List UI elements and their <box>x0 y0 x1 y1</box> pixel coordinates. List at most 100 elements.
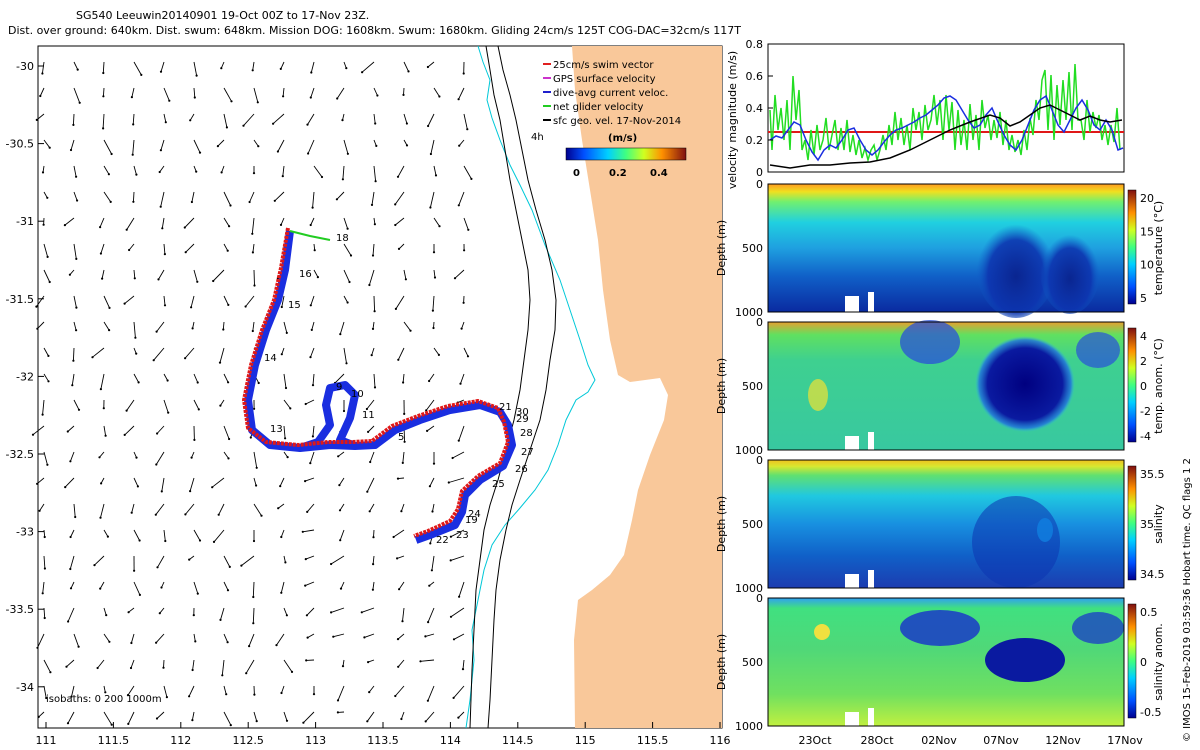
velocity-arrow <box>73 399 80 411</box>
velocity-arrow-head <box>217 513 220 516</box>
colorbar-tick: 0.2 <box>609 168 627 179</box>
velocity-arrow <box>163 685 168 698</box>
velocity-arrow-head <box>221 674 224 677</box>
velocity-arrow <box>307 113 315 125</box>
velocity-arrow-head <box>426 699 429 702</box>
velocity-arrow-head <box>253 407 256 410</box>
velocity-arrow <box>73 321 77 331</box>
velocity-arrow-head <box>279 223 283 226</box>
velocity-arrow <box>280 581 285 593</box>
velocity-arrow-head <box>396 557 399 560</box>
x-tick-label: 115.5 <box>637 734 669 747</box>
velocity-arrow-head <box>125 409 128 412</box>
velocity-arrow-head <box>284 386 288 390</box>
velocity-arrow <box>397 165 405 178</box>
velocity-arrow-head <box>128 248 131 252</box>
salinity-colorbar <box>1127 465 1137 581</box>
velocity-arrow-head <box>68 273 71 276</box>
velocity-arrow-head <box>166 379 169 382</box>
velocity-arrow-head <box>138 539 141 542</box>
velocity-arrow <box>339 477 345 486</box>
velocity-arrow <box>158 269 165 280</box>
velocity-arrow <box>343 269 350 283</box>
velocity-arrow-head <box>218 361 222 364</box>
velocity-arrow <box>133 581 141 596</box>
velocity-arrow-head <box>164 121 167 124</box>
velocity-arrow-head <box>449 535 452 538</box>
velocity-arrow-head <box>66 430 69 433</box>
velocity-arrow <box>127 711 135 725</box>
velocity-arrow-head <box>99 587 102 590</box>
velocity-arrow-head <box>256 101 259 104</box>
velocity-arrow-head <box>257 381 260 385</box>
velocity-arrow <box>211 477 225 488</box>
velocity-arrow-head <box>255 720 258 723</box>
velocity-arrow <box>191 191 195 203</box>
velocity-arrow-head <box>460 327 463 330</box>
depth-tick-label: 1000 <box>735 720 763 733</box>
velocity-arrow-head <box>159 70 163 73</box>
velocity-arrow <box>458 581 465 597</box>
colorbar-tick-label: 20 <box>1140 192 1154 205</box>
velocity-arrow-head <box>226 249 229 252</box>
velocity-arrow-head <box>431 510 434 513</box>
velocity-arrow <box>277 139 285 152</box>
time-axis: 23Oct 28Oct 02Nov 07Nov 12Nov 17Nov <box>798 734 1143 747</box>
salinity-anomaly-eddy <box>985 638 1065 682</box>
temperature-eddy <box>976 214 1056 318</box>
velocity-arrow <box>99 581 105 589</box>
x-tick-label: 113.5 <box>367 734 399 747</box>
velocity-arrow-head <box>419 660 422 663</box>
velocity-arrow <box>92 347 105 358</box>
velocity-arrow <box>343 243 352 256</box>
velocity-arrow <box>433 165 437 176</box>
velocity-arrow <box>305 555 315 560</box>
velocity-arrow <box>241 555 255 566</box>
velocity-tick-label: 0 <box>756 166 763 179</box>
velocity-arrow-head <box>227 303 230 306</box>
velocity-arrow-head <box>74 515 77 519</box>
velocity-arrow-head <box>338 509 342 512</box>
velocity-arrow-head <box>245 672 248 675</box>
velocity-arrow-head <box>255 484 258 487</box>
day-label: 26 <box>515 464 528 475</box>
velocity-arrow-head <box>131 153 134 156</box>
velocity-arrow-head <box>371 327 375 330</box>
velocity-arrow <box>395 295 405 310</box>
velocity-arrow <box>103 191 112 203</box>
velocity-arrow-head <box>108 640 111 643</box>
velocity-arrow-head <box>335 198 338 201</box>
velocity-arrow <box>42 399 45 415</box>
velocity-arrow <box>432 295 435 311</box>
velocity-arrow <box>220 607 225 621</box>
velocity-arrow <box>163 659 165 668</box>
velocity-arrow-head <box>159 205 162 208</box>
velocity-arrow <box>372 243 375 256</box>
velocity-arrow <box>223 685 227 695</box>
velocity-arrow-head <box>75 306 78 309</box>
velocity-arrow-head <box>409 329 412 332</box>
velocity-arrow <box>43 191 48 199</box>
velocity-arrow-head <box>394 694 397 698</box>
velocity-arrow <box>222 321 225 330</box>
velocity-arrow <box>94 555 105 566</box>
velocity-arrow-head <box>240 564 243 567</box>
velocity-arrow <box>73 165 77 177</box>
velocity-arrow-head <box>281 175 284 178</box>
velocity-arrow-head <box>126 694 130 697</box>
velocity-arrow-head <box>397 247 401 250</box>
velocity-arrow <box>305 399 315 405</box>
velocity-arrow <box>160 61 165 72</box>
velocity-arrow-head <box>330 611 333 614</box>
velocity-arrow <box>373 87 378 96</box>
time-tick-label: 12Nov <box>1045 734 1081 747</box>
velocity-arrow <box>400 711 405 720</box>
velocity-arrow-head <box>341 665 345 668</box>
velocity-arrow <box>272 113 285 125</box>
velocity-arrow <box>403 113 408 124</box>
footer-credit: © IMOS 15-Feb-2019 03:59:36 Hobart time.… <box>1182 458 1193 742</box>
isobaths-label: isobaths: 0 200 1000m <box>46 694 162 705</box>
velocity-arrow-head <box>461 668 465 671</box>
